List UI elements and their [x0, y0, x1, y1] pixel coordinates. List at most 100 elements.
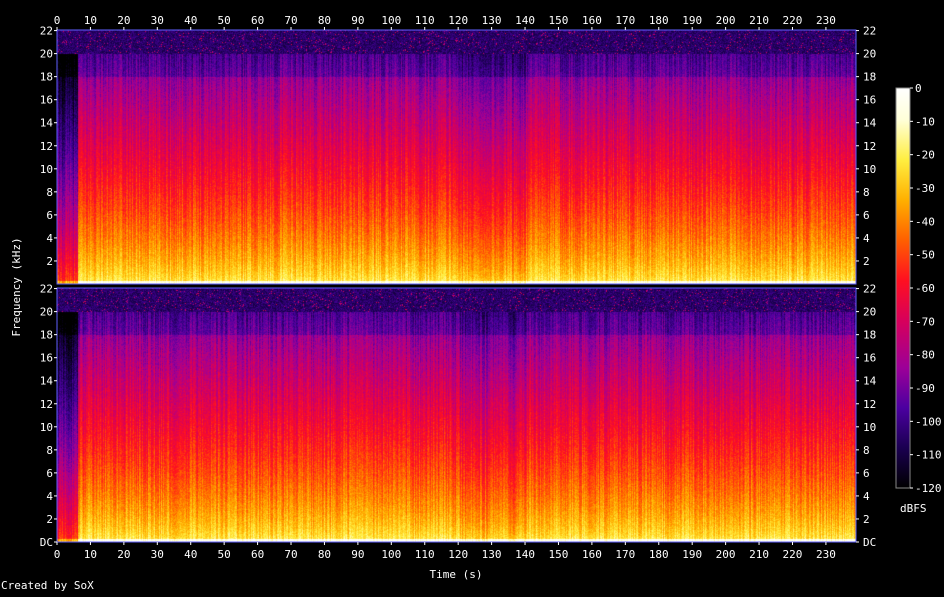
colorbar-tick-label: -50	[915, 249, 935, 262]
y-tick-label-left: 10	[40, 163, 53, 176]
y-tick-label-right: 8	[863, 444, 870, 457]
colorbar-tick-label: -70	[915, 315, 935, 328]
x-tick-label-bottom: 230	[816, 548, 836, 561]
y-tick-label-right: 2	[863, 513, 870, 526]
x-tick-label-top: 220	[783, 14, 803, 27]
y-tick-label-right: 16	[863, 352, 876, 365]
y-tick-label-left: 2	[46, 513, 53, 526]
y-tick-label-right: 10	[863, 421, 876, 434]
x-tick-label-top: 70	[284, 14, 297, 27]
y-tick-label-right: 12	[863, 398, 876, 411]
y-tick-label-right: 22	[863, 283, 876, 296]
x-tick-label-bottom: 0	[54, 548, 61, 561]
y-tick-label-right: 22	[863, 25, 876, 38]
x-tick-label-bottom: 180	[649, 548, 669, 561]
x-tick-label-top: 10	[84, 14, 97, 27]
y-tick-label-right: 6	[863, 467, 870, 480]
x-tick-label-bottom: 210	[749, 548, 769, 561]
colorbar-tick-label: -30	[915, 182, 935, 195]
y-tick-label-left: 20	[40, 48, 53, 61]
y-tick-label-right: 4	[863, 490, 870, 503]
y-tick-label-left: 12	[40, 140, 53, 153]
y-tick-label-right: 20	[863, 306, 876, 319]
x-tick-label-bottom: 20	[117, 548, 130, 561]
colorbar: 0 -10 -20 -30 -40 -50 -60 -70 -80 -90 -100 -110 -120…	[895, 82, 942, 515]
x-tick-label-top: 130	[482, 14, 502, 27]
y-tick-label-left: 16	[40, 352, 53, 365]
x-tick-label-bottom: 220	[783, 548, 803, 561]
colorbar-tick-label: 0	[915, 82, 922, 95]
colorbar-gradient	[895, 87, 911, 489]
y-tick-label-left: 2	[46, 255, 53, 268]
y-tick-label-left: 6	[46, 209, 53, 222]
colorbar-tick-label: -20	[915, 149, 935, 162]
colorbar-tick-label: -110	[915, 449, 942, 462]
colorbar-tick-label: -40	[915, 215, 935, 228]
y-tick-label-left: 18	[40, 329, 53, 342]
x-tick-label-top: 140	[515, 14, 535, 27]
x-tick-label-top: 170	[615, 14, 635, 27]
x-tick-label-top: 80	[318, 14, 331, 27]
y-tick-label-left: 18	[40, 71, 53, 84]
y-axis-label: Frequency (kHz)	[10, 237, 23, 336]
y-tick-label-right: 12	[863, 140, 876, 153]
x-tick-label-top: 150	[549, 14, 569, 27]
y-tick-label-right: 8	[863, 186, 870, 199]
x-tick-label-top: 200	[716, 14, 736, 27]
y-tick-label-left: 8	[46, 444, 53, 457]
plot-frame-1	[56, 29, 857, 285]
x-tick-label-bottom: 100	[381, 548, 401, 561]
spectrogram-channel-2	[57, 288, 856, 542]
x-tick-label-top: 100	[381, 14, 401, 27]
x-tick-label-bottom: 90	[351, 548, 364, 561]
x-tick-label-top: 230	[816, 14, 836, 27]
x-tick-label-bottom: 60	[251, 548, 264, 561]
x-tick-label-bottom: 30	[151, 548, 164, 561]
x-tick-label-bottom: 50	[218, 548, 231, 561]
y-tick-label-left: 14	[40, 117, 54, 130]
colorbar-tick-label: -60	[915, 282, 935, 295]
x-tick-label-top: 60	[251, 14, 264, 27]
x-tick-label-bottom: 140	[515, 548, 535, 561]
colorbar-tick-label: -10	[915, 115, 935, 128]
y-tick-label-left: 6	[46, 467, 53, 480]
y-tick-label-right: 4	[863, 232, 870, 245]
y-tick-label-left: 12	[40, 398, 53, 411]
x-tick-label-top: 210	[749, 14, 769, 27]
x-tick-label-top: 180	[649, 14, 669, 27]
y-tick-label-left: 4	[46, 232, 53, 245]
colorbar-tick-label: -120	[915, 482, 942, 495]
x-tick-label-bottom: 150	[549, 548, 569, 561]
x-tick-label-bottom: 170	[615, 548, 635, 561]
x-tick-label-bottom: 10	[84, 548, 97, 561]
y-tick-label-right: 18	[863, 329, 876, 342]
x-tick-label-top: 20	[117, 14, 130, 27]
y-tick-label-left: 4	[46, 490, 53, 503]
y-tick-label-left: 14	[40, 375, 54, 388]
x-tick-label-bottom: 120	[448, 548, 468, 561]
x-tick-label-bottom: 200	[716, 548, 736, 561]
x-tick-label-bottom: 110	[415, 548, 435, 561]
y-tick-label-left: 10	[40, 421, 53, 434]
x-tick-label-top: 160	[582, 14, 602, 27]
y-tick-label-left: 22	[40, 283, 53, 296]
credit-text: Created by SoX	[1, 579, 94, 592]
y-tick-label-left: 22	[40, 25, 53, 38]
y-tick-label-right: 6	[863, 209, 870, 222]
x-tick-label-top: 30	[151, 14, 164, 27]
x-tick-label-top: 120	[448, 14, 468, 27]
y-tick-label-right: DC	[863, 536, 876, 549]
x-tick-label-bottom: 70	[284, 548, 297, 561]
y-tick-label-right: 14	[863, 375, 877, 388]
y-tick-label-left: 16	[40, 94, 53, 107]
y-tick-label-right: 10	[863, 163, 876, 176]
x-tick-label-bottom: 130	[482, 548, 502, 561]
colorbar-tick-label: -100	[915, 415, 942, 428]
plot-frame-2	[56, 287, 857, 543]
y-tick-label-right: 20	[863, 48, 876, 61]
x-tick-label-top: 40	[184, 14, 197, 27]
x-axis-label: Time (s)	[430, 568, 483, 581]
x-tick-label-top: 110	[415, 14, 435, 27]
